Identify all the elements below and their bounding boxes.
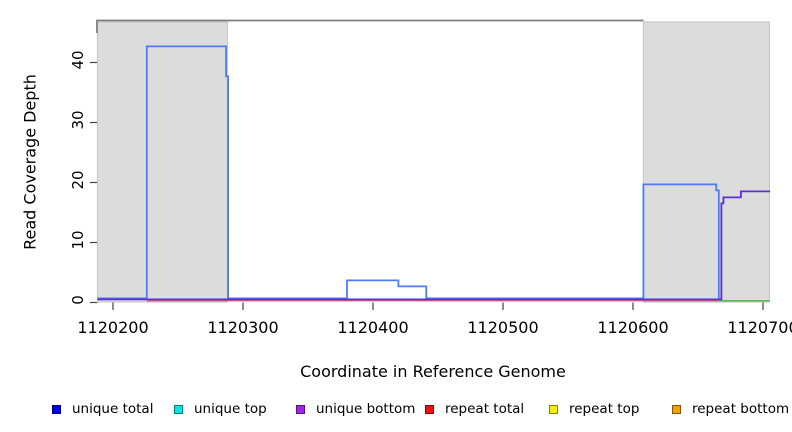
legend-swatch-icon xyxy=(174,404,183,414)
legend-item-repeat-total: repeat total xyxy=(425,398,524,420)
y-axis-tick-label: 0 xyxy=(69,295,87,305)
x-axis-tick-label: 1120200 xyxy=(77,318,149,337)
legend-item-unique-total: unique total xyxy=(52,398,153,420)
x-axis-tick-label: 1120600 xyxy=(597,318,669,337)
legend-label: repeat top xyxy=(569,401,640,417)
legend-swatch-icon xyxy=(296,404,305,414)
legend-item-unique-bottom: unique bottom xyxy=(296,398,415,420)
shaded-region xyxy=(642,21,771,303)
legend-label: unique total xyxy=(72,401,154,417)
legend-swatch-icon xyxy=(425,404,434,414)
legend-swatch-icon xyxy=(549,404,558,414)
legend-label: unique top xyxy=(194,401,267,417)
plot-box-top-border xyxy=(96,19,644,33)
legend-swatch-icon xyxy=(672,404,681,414)
y-axis-tick-label: 20 xyxy=(69,170,87,190)
x-axis-tick-label: 1120400 xyxy=(337,318,409,337)
y-axis-tick-label: 10 xyxy=(69,230,87,250)
legend-item-unique-top: unique top xyxy=(174,398,267,420)
x-axis-tick-label: 1120300 xyxy=(207,318,279,337)
legend-swatch-icon xyxy=(52,404,61,414)
y-axis-tick-label: 40 xyxy=(69,50,87,70)
series-unique-total-line xyxy=(97,45,720,300)
x-axis-tick-label: 1120500 xyxy=(467,318,539,337)
legend: unique total unique top unique bottom repea… xyxy=(0,398,792,422)
shaded-region xyxy=(96,21,228,303)
y-axis-title: Read Coverage Depth xyxy=(20,74,40,250)
legend-label: unique bottom xyxy=(316,401,416,417)
legend-label: repeat bottom xyxy=(692,401,790,417)
x-axis-tick-label: 1120700 xyxy=(727,318,792,337)
series-unique-bottom-line xyxy=(97,190,771,301)
y-axis-tick-label: 30 xyxy=(69,110,87,130)
legend-item-repeat-top: repeat top xyxy=(549,398,639,420)
x-axis-title: Coordinate in Reference Genome xyxy=(300,362,566,381)
legend-item-repeat-bottom: repeat bottom xyxy=(672,398,789,420)
legend-label: repeat total xyxy=(445,401,525,417)
